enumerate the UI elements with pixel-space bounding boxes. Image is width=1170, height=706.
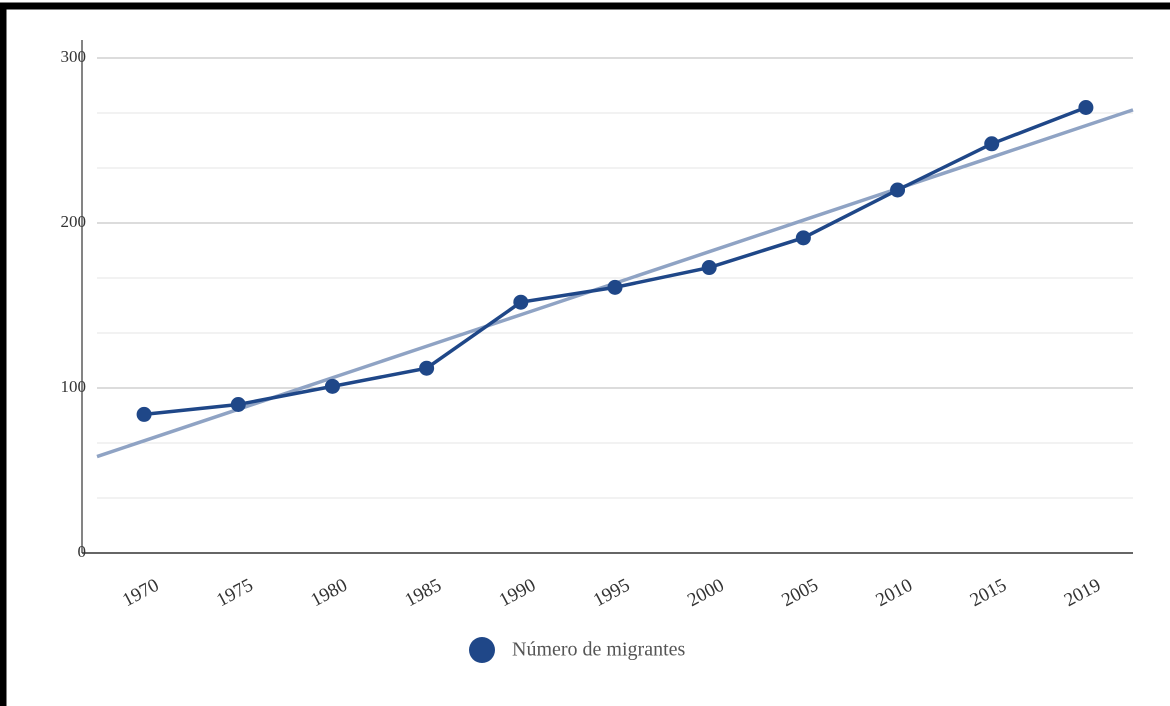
- series-line: [143, 105, 1087, 417]
- x-tick-label: 1980: [307, 575, 350, 611]
- data-point: [701, 260, 717, 276]
- data-point: [513, 294, 529, 310]
- x-tick-label: 2010: [873, 575, 916, 611]
- x-tick-label: 1970: [119, 575, 162, 611]
- y-tick-label: 100: [61, 377, 87, 396]
- data-point: [324, 378, 340, 394]
- data-point: [984, 136, 1000, 152]
- data-point: [1078, 100, 1094, 115]
- data-point: [136, 406, 152, 422]
- data-point: [795, 230, 811, 246]
- data-point: [890, 182, 906, 198]
- y-tick-label: 200: [61, 212, 87, 231]
- y-tick-label: 300: [61, 47, 87, 66]
- x-tick-label: 2005: [778, 575, 821, 611]
- x-tick-label: 2000: [684, 575, 727, 611]
- legend-label: Número de migrantes: [512, 639, 685, 661]
- x-tick-label: 1975: [213, 575, 256, 611]
- x-tick-label: 1985: [402, 575, 445, 611]
- x-tick-label: 1990: [496, 575, 539, 611]
- x-tick-label: 2019: [1061, 575, 1104, 611]
- x-tick-label: 2015: [967, 575, 1010, 611]
- data-point: [230, 397, 246, 412]
- x-tick-label: 1995: [590, 575, 633, 611]
- data-point: [419, 360, 435, 376]
- legend-marker: [469, 637, 495, 663]
- data-point: [607, 279, 623, 295]
